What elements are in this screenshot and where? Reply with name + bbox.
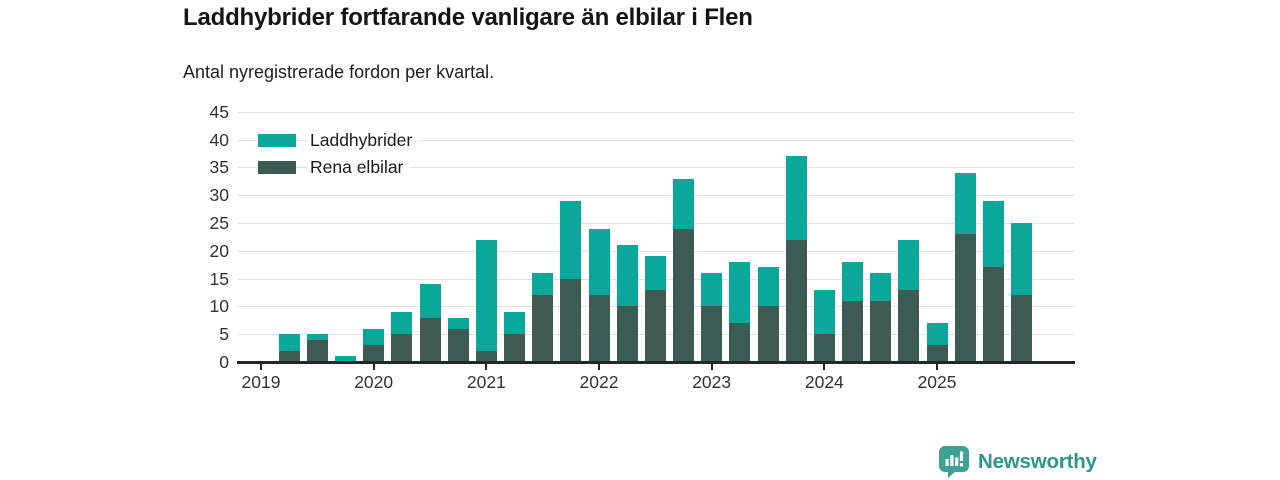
bar-2020-Q1-rena-elbilar — [363, 345, 385, 362]
bar-2022-Q2-laddhybrider — [616, 245, 638, 307]
gridline-45 — [237, 111, 1075, 113]
newsworthy-logo: Newsworthy — [938, 445, 1097, 478]
bar-2024-Q4-laddhybrider — [898, 239, 920, 290]
y-axis-label: 25 — [209, 213, 229, 233]
bar-2019-Q4-laddhybrider — [335, 356, 356, 362]
gridline-25 — [237, 223, 1075, 224]
x-axis-tick — [598, 363, 600, 370]
x-axis-tick — [936, 363, 938, 370]
bar-2020-Q4-rena-elbilar — [447, 328, 469, 362]
bar-2020-Q1-laddhybrider — [363, 328, 385, 346]
gridline-20 — [237, 250, 1075, 252]
bar-2023-Q4-rena-elbilar — [785, 239, 807, 362]
legend-label: Rena elbilar — [308, 154, 411, 180]
gridline-40 — [237, 139, 1075, 141]
bar-2022-Q3-rena-elbilar — [644, 289, 666, 362]
bar-2021-Q1-rena-elbilar — [475, 350, 497, 362]
bar-2023-Q3-rena-elbilar — [757, 306, 779, 362]
bar-2025-Q2-laddhybrider — [954, 172, 976, 235]
y-axis-label: 45 — [209, 101, 229, 122]
bar-2025-Q1-laddhybrider — [926, 323, 948, 346]
bar-2024-Q2-laddhybrider — [842, 261, 863, 301]
legend-item-laddhybrider: Laddhybrider — [258, 127, 420, 153]
bar-2024-Q1-laddhybrider — [813, 289, 835, 335]
y-axis-label: 5 — [219, 324, 229, 345]
bar-2023-Q1-laddhybrider — [701, 273, 723, 307]
bar-2023-Q1-rena-elbilar — [701, 306, 723, 362]
newsworthy-icon — [939, 446, 969, 478]
bar-2020-Q2-rena-elbilar — [391, 334, 413, 362]
gridline-35 — [237, 167, 1075, 169]
x-axis-tick — [260, 363, 262, 370]
bar-2024-Q2-rena-elbilar — [842, 300, 863, 362]
x-axis-tick — [823, 363, 826, 370]
x-axis-label: 2021 — [466, 372, 506, 392]
bar-2021-Q2-laddhybrider — [504, 311, 525, 335]
chart-subtitle: Antal nyregistrerade fordon per kvartal. — [183, 62, 495, 82]
legend-swatch-laddhybrider — [258, 133, 296, 147]
bar-2025-Q4-laddhybrider — [1011, 223, 1032, 296]
x-axis-line — [237, 361, 1075, 364]
y-axis-label: 0 — [219, 352, 229, 372]
bar-2020-Q3-rena-elbilar — [419, 317, 441, 362]
bar-2022-Q1-rena-elbilar — [588, 295, 610, 362]
x-axis-tick — [710, 363, 713, 370]
x-axis-tick — [485, 363, 488, 370]
bar-2022-Q3-laddhybrider — [644, 256, 666, 290]
bar-2025-Q3-laddhybrider — [982, 200, 1004, 268]
legend-swatch-rena-elbilar — [258, 160, 296, 174]
bar-2024-Q3-laddhybrider — [870, 273, 892, 301]
bar-2019-Q3-rena-elbilar — [306, 339, 328, 362]
bar-2024-Q3-rena-elbilar — [870, 300, 892, 362]
bar-2023-Q3-laddhybrider — [757, 267, 779, 307]
bar-2020-Q2-laddhybrider — [391, 311, 413, 335]
bar-2019-Q2-laddhybrider — [278, 334, 300, 351]
bar-2024-Q4-rena-elbilar — [898, 289, 920, 362]
y-axis-label: 30 — [209, 185, 229, 206]
y-axis-label: 15 — [209, 268, 229, 289]
bar-2023-Q2-laddhybrider — [729, 261, 751, 324]
bar-2022-Q1-laddhybrider — [588, 228, 610, 296]
bar-2025-Q1-rena-elbilar — [926, 345, 948, 362]
bar-2022-Q4-laddhybrider — [673, 178, 694, 229]
bar-2020-Q3-laddhybrider — [419, 284, 441, 318]
gridline-30 — [237, 195, 1075, 197]
bar-2019-Q3-laddhybrider — [306, 334, 328, 340]
x-axis-label: 2025 — [917, 372, 957, 392]
y-axis-label: 20 — [209, 240, 229, 261]
bar-2024-Q1-rena-elbilar — [813, 334, 835, 362]
bar-2025-Q3-rena-elbilar — [982, 267, 1004, 362]
newsworthy-wordmark: Newsworthy — [978, 449, 1097, 473]
x-axis-label: 2024 — [804, 372, 844, 392]
chart-title: Laddhybrider fortfarande vanligare än el… — [183, 4, 753, 31]
bar-2021-Q2-rena-elbilar — [504, 334, 525, 362]
x-axis-label: 2022 — [579, 372, 619, 392]
bar-2021-Q3-rena-elbilar — [532, 295, 554, 362]
x-axis-label: 2019 — [241, 372, 281, 392]
bar-2021-Q3-laddhybrider — [532, 273, 554, 296]
legend-label: Laddhybrider — [308, 127, 420, 153]
bar-2025-Q4-rena-elbilar — [1011, 295, 1032, 362]
y-axis-label: 35 — [209, 157, 229, 178]
chart-legend: Laddhybrider Rena elbilar — [258, 127, 420, 187]
x-axis-label: 2023 — [692, 372, 732, 392]
bar-2021-Q4-rena-elbilar — [560, 278, 582, 362]
x-axis-label: 2020 — [354, 372, 394, 392]
bar-2025-Q2-rena-elbilar — [954, 234, 976, 362]
y-axis-label: 40 — [209, 129, 229, 150]
bar-2023-Q4-laddhybrider — [785, 156, 807, 240]
y-axis-label: 10 — [209, 296, 229, 317]
bar-2021-Q1-laddhybrider — [475, 239, 497, 351]
bar-2021-Q4-laddhybrider — [560, 200, 582, 279]
bar-2022-Q4-rena-elbilar — [673, 228, 694, 362]
legend-item-rena-elbilar: Rena elbilar — [258, 154, 419, 180]
bar-2020-Q4-laddhybrider — [447, 317, 469, 329]
bar-2023-Q2-rena-elbilar — [729, 323, 751, 362]
bar-2019-Q2-rena-elbilar — [278, 350, 300, 362]
bar-2022-Q2-rena-elbilar — [616, 306, 638, 362]
x-axis-tick — [372, 363, 375, 370]
